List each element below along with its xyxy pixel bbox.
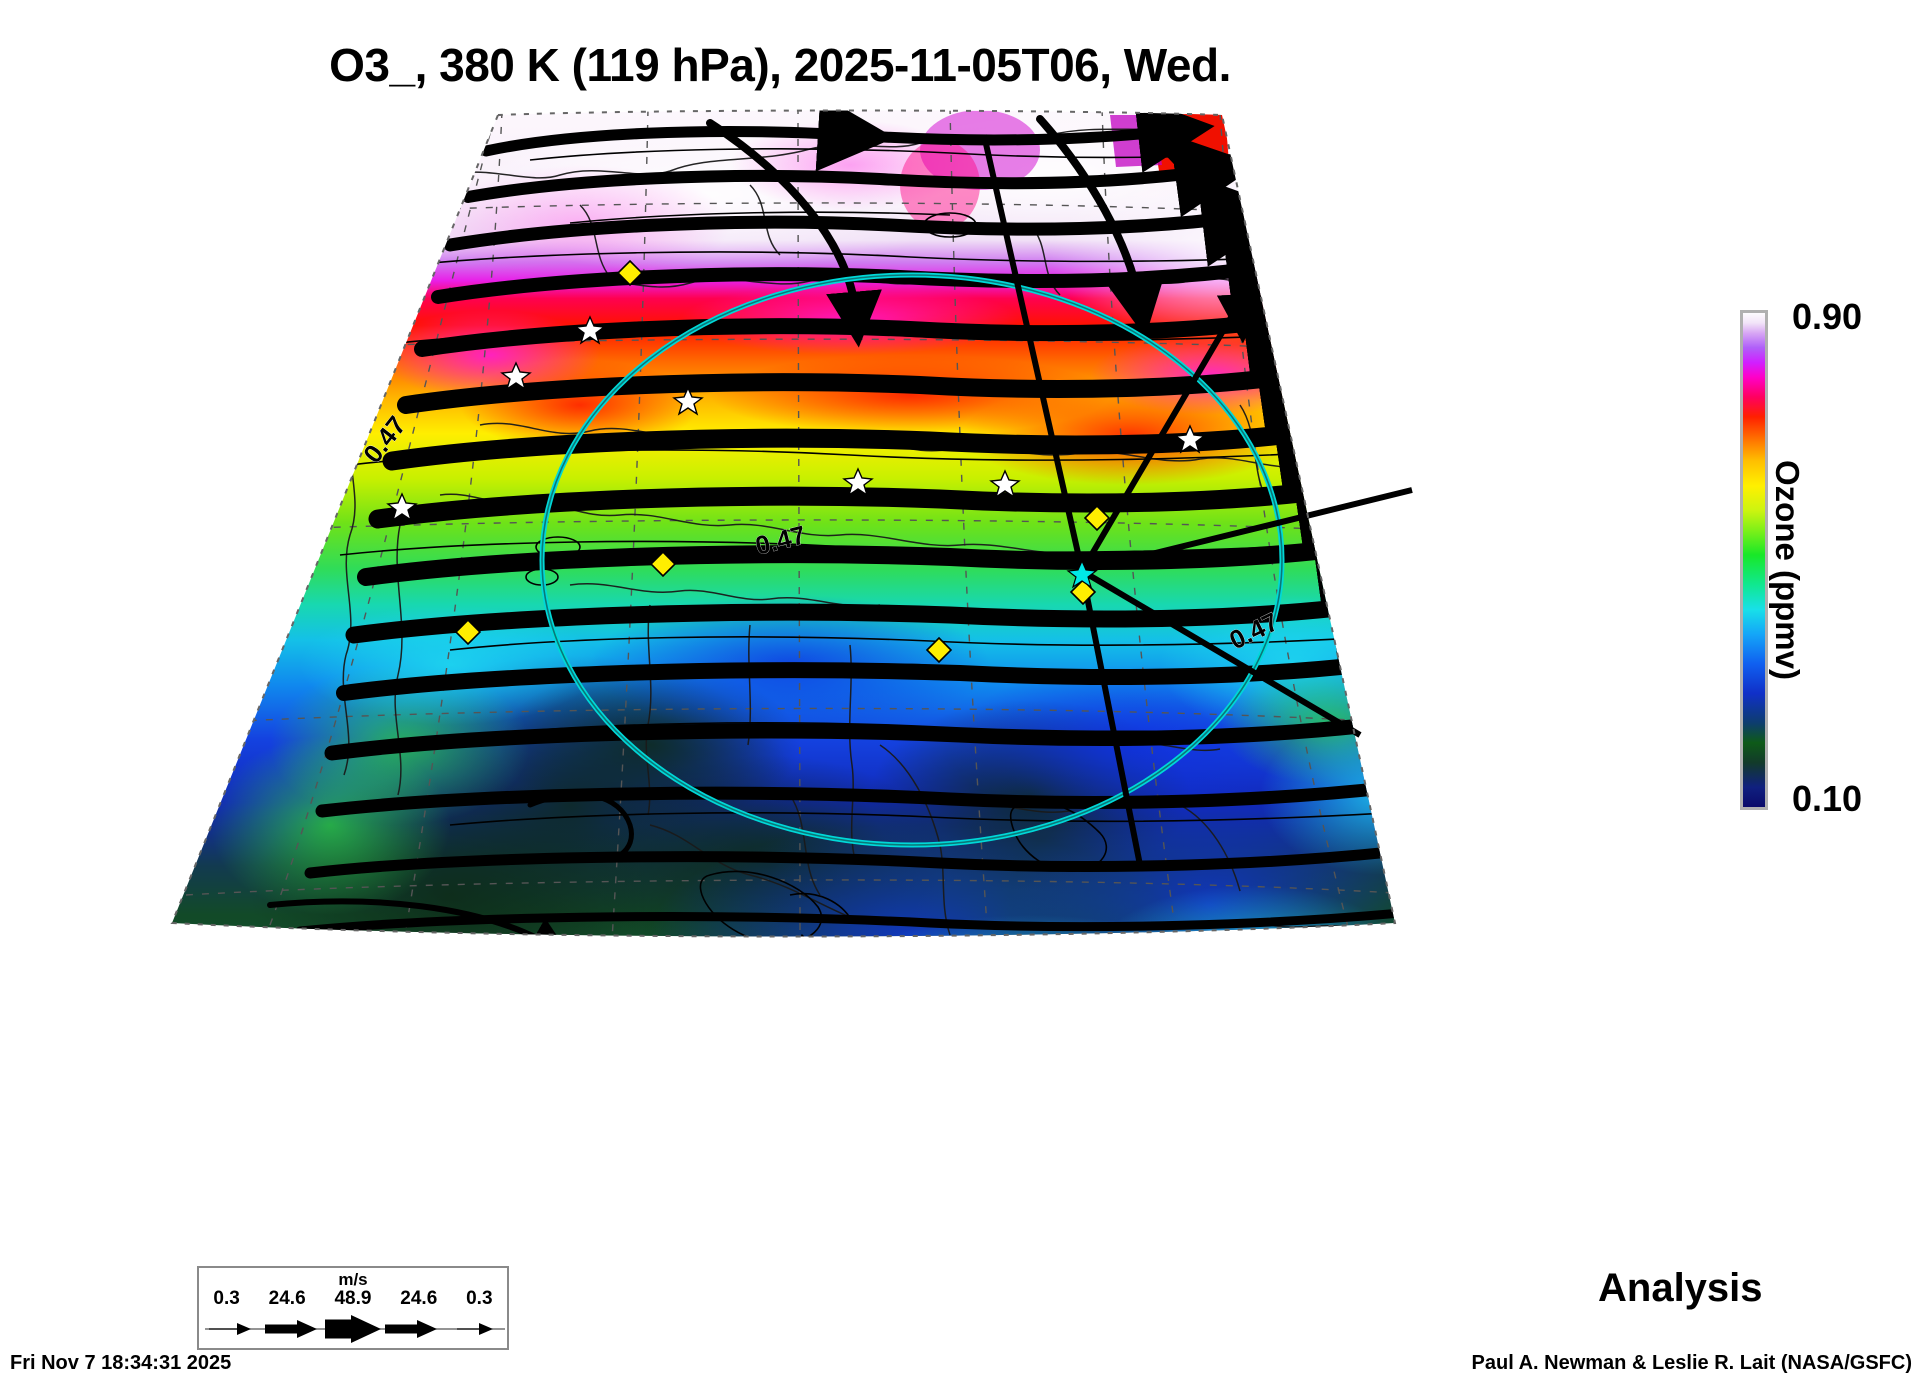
diamond-icon xyxy=(925,636,953,664)
wind-legend-value: 24.6 xyxy=(268,1288,306,1309)
colorbar-max-label: 0.90 xyxy=(1792,296,1863,337)
station-star-markers[interactable] xyxy=(386,315,1206,522)
star-icon xyxy=(1174,424,1206,454)
star-icon xyxy=(500,361,532,391)
colorbar-axis-label: Ozone (ppmv) xyxy=(1769,460,1806,680)
terminator-circle xyxy=(539,272,1285,848)
station-diamond-markers[interactable] xyxy=(454,259,1111,664)
diamond-icon xyxy=(616,259,644,287)
wind-legend-arrow-scale xyxy=(205,1315,505,1343)
map-panel[interactable]: 0.47 0.47 0.47 xyxy=(150,105,1440,1005)
star-icon xyxy=(672,386,704,416)
trajectory-origin-marker[interactable] xyxy=(1066,559,1098,589)
map-frame xyxy=(170,109,1397,938)
author-credit: Paul A. Newman & Leslie R. Lait (NASA/GS… xyxy=(1471,1352,1912,1374)
page-title: O3_, 380 K (119 hPa), 2025-11-05T06, Wed… xyxy=(329,39,1231,91)
wind-legend-values: 0.3 24.6 48.9 24.6 0.3 xyxy=(199,1288,507,1310)
star-icon xyxy=(386,492,418,522)
wind-streamlines xyxy=(267,110,1395,937)
wind-legend-unit-label: m/s xyxy=(338,1270,368,1289)
trajectory-lines xyxy=(981,134,1413,866)
generation-timestamp: Fri Nov 7 18:34:31 2025 xyxy=(10,1352,232,1374)
diamond-icon xyxy=(454,618,482,646)
wind-legend-value: 0.3 xyxy=(466,1288,493,1309)
analysis-label: Analysis xyxy=(1598,1266,1763,1310)
wind-legend-value: 0.3 xyxy=(213,1288,240,1309)
colorbar-gradient xyxy=(1740,310,1768,810)
diamond-icon xyxy=(649,550,677,578)
wind-speed-legend: m/s 0.3 24.6 48.9 24.6 0.3 xyxy=(197,1266,509,1350)
wind-legend-value: 24.6 xyxy=(400,1288,438,1309)
diamond-icon xyxy=(1083,504,1111,532)
star-icon xyxy=(842,467,874,497)
colorbar-min-label: 0.10 xyxy=(1792,778,1863,819)
colorbar: 0.90 0.10 Ozone (ppmv) xyxy=(1740,296,1862,819)
star-icon xyxy=(574,315,606,345)
wind-legend-value: 48.9 xyxy=(334,1288,372,1309)
star-icon xyxy=(989,469,1021,499)
